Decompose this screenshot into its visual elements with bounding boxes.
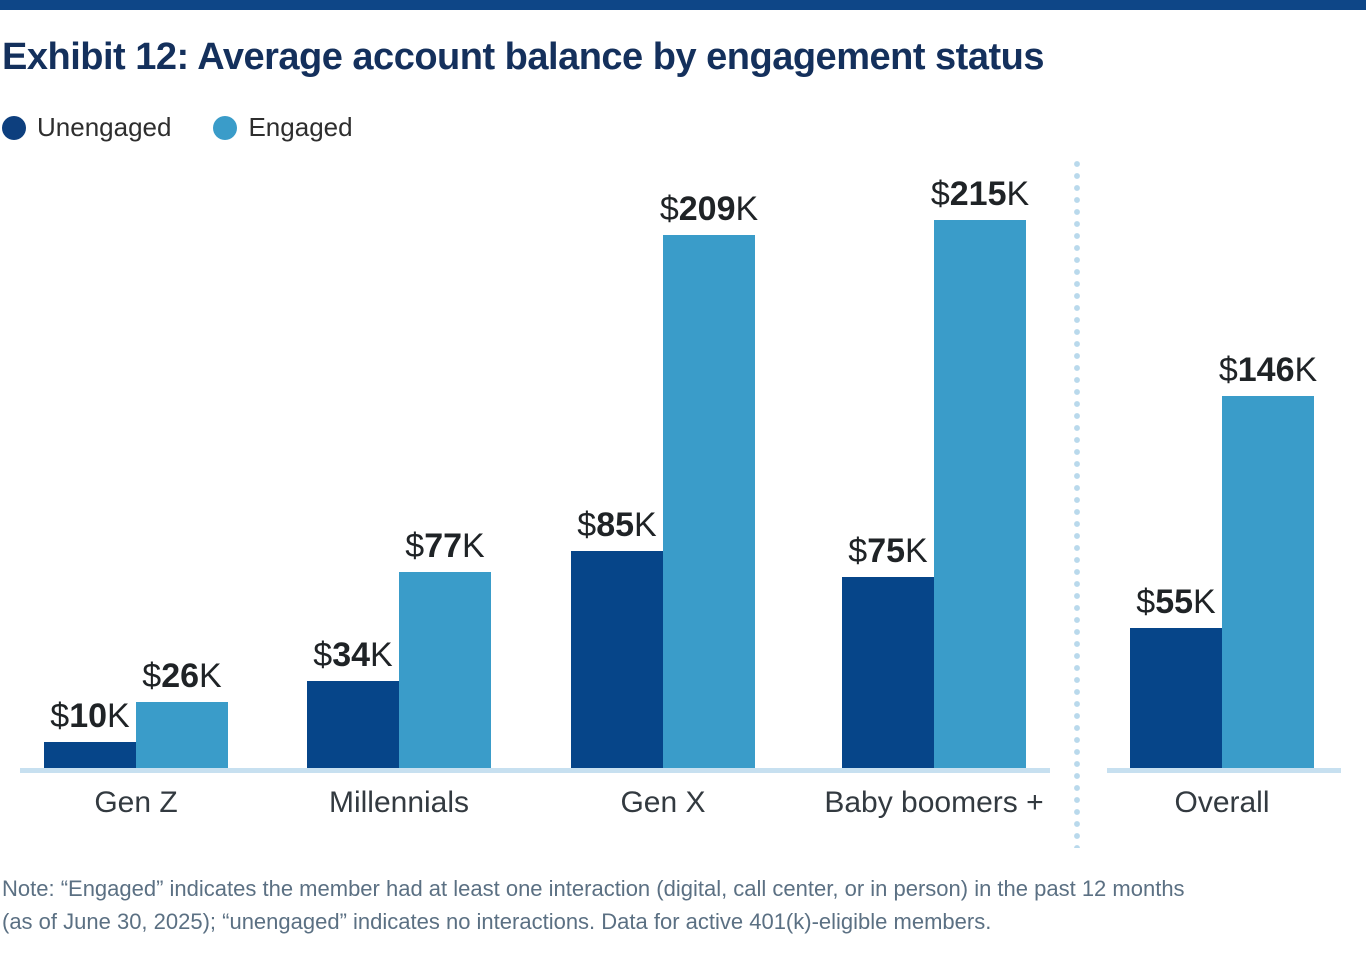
value-label-engaged-millennials: $77K: [405, 527, 485, 565]
bar-unengaged-gen-z: [44, 742, 136, 768]
footnote: Note: “Engaged” indicates the member had…: [2, 872, 1362, 938]
x-axis-line-main: [20, 768, 1050, 773]
bar-unengaged-millennials: [307, 681, 399, 768]
category-label-baby-boomers: Baby boomers +: [824, 786, 1044, 819]
bar-engaged-baby-boomers: [934, 220, 1026, 768]
bar-engaged-gen-x: [663, 235, 755, 768]
page-title: Exhibit 12: Average account balance by e…: [2, 36, 1044, 78]
category-label-gen-x: Gen X: [620, 786, 706, 819]
value-label-unengaged-millennials: $34K: [313, 636, 393, 674]
bar-engaged-overall: [1222, 396, 1314, 768]
x-axis-line-overall: [1107, 768, 1341, 773]
legend: Unengaged Engaged: [2, 112, 353, 143]
legend-item-unengaged: Unengaged: [2, 112, 171, 143]
bar-unengaged-overall: [1130, 628, 1222, 768]
bar-unengaged-gen-x: [571, 551, 663, 768]
category-label-overall: Overall: [1174, 786, 1270, 819]
unengaged-dot-icon: [2, 115, 26, 140]
value-label-engaged-gen-z: $26K: [142, 657, 222, 695]
value-label-engaged-overall: $146K: [1218, 351, 1318, 389]
value-label-unengaged-gen-z: $10K: [50, 697, 130, 735]
bar-engaged-millennials: [399, 572, 491, 768]
dotted-separator-line: [1074, 158, 1080, 848]
legend-item-engaged: Engaged: [213, 112, 353, 143]
legend-label-unengaged: Unengaged: [37, 112, 172, 142]
engaged-dot-icon: [213, 115, 238, 140]
footnote-line-2: (as of June 30, 2025); “unengaged” indic…: [2, 909, 992, 934]
value-label-engaged-gen-x: $209K: [659, 190, 759, 228]
bar-engaged-gen-z: [136, 702, 228, 768]
footnote-line-1: Note: “Engaged” indicates the member had…: [2, 876, 1185, 901]
top-accent-bar: [0, 0, 1366, 10]
bar-unengaged-baby-boomers: [842, 577, 934, 768]
category-label-gen-z: Gen Z: [94, 786, 178, 819]
value-label-unengaged-baby-boomers: $75K: [848, 532, 928, 570]
value-label-engaged-baby-boomers: $215K: [930, 175, 1030, 213]
legend-label-engaged: Engaged: [248, 112, 353, 142]
value-label-unengaged-gen-x: $85K: [577, 506, 657, 544]
value-label-unengaged-overall: $55K: [1136, 583, 1216, 621]
category-label-millennials: Millennials: [328, 786, 470, 819]
